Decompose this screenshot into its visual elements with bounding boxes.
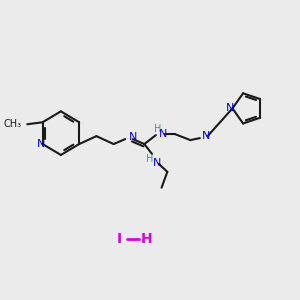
Text: CH₃: CH₃ xyxy=(3,119,22,129)
Text: N: N xyxy=(226,103,235,113)
Text: H: H xyxy=(154,124,161,134)
Text: H: H xyxy=(140,232,152,246)
Text: H: H xyxy=(146,154,154,164)
Text: N: N xyxy=(37,139,45,149)
Text: I: I xyxy=(117,232,122,246)
Text: N: N xyxy=(202,131,210,141)
Text: N: N xyxy=(153,158,161,168)
Text: N: N xyxy=(129,132,137,142)
Text: N: N xyxy=(159,129,168,139)
